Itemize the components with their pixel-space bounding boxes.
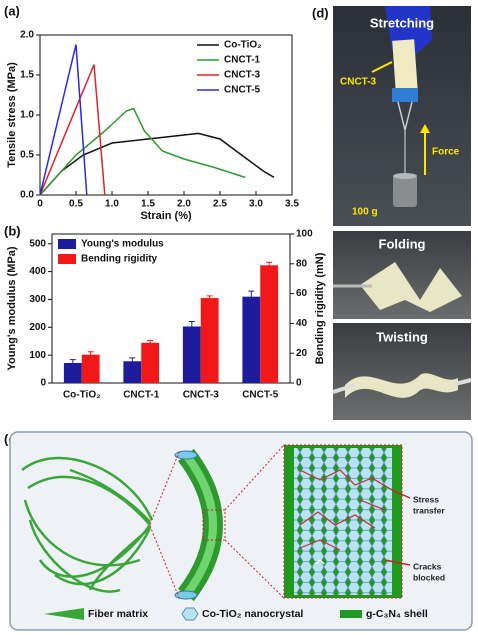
- y-tick-label: 100: [296, 229, 313, 240]
- legend-label: Young's modulus: [81, 239, 164, 250]
- legend-swatch: [58, 254, 76, 264]
- photo-twisting: Twisting: [332, 323, 472, 420]
- x-tick-label: 3.0: [249, 199, 263, 210]
- x-tick-label: 0: [37, 199, 43, 210]
- x-tick-label: 1.0: [105, 199, 119, 210]
- photo-label: Twisting: [376, 329, 428, 344]
- data-line: [39, 64, 106, 196]
- data-line: [39, 107, 246, 196]
- y-tick-label: 2.0: [20, 30, 34, 41]
- y-tick-label: 20: [296, 348, 308, 359]
- bar: [81, 354, 100, 383]
- panel-label: (d): [312, 5, 329, 20]
- legend-label: Bending rigidity: [81, 254, 158, 265]
- error-bar: [69, 359, 76, 367]
- y-tick-label: 0.5: [20, 150, 34, 161]
- x-tick-label: 0.5: [69, 199, 83, 210]
- callout: Stress: [413, 494, 439, 504]
- y-tick-label: 40: [296, 318, 308, 329]
- y-tick-label: 1.5: [20, 70, 34, 81]
- photo-folding: Folding: [333, 231, 471, 319]
- error-bar: [266, 261, 273, 269]
- y-axis-label: Young's modulus (MPa): [6, 246, 18, 370]
- legend-label: g-C₃N₄ shell: [366, 608, 428, 620]
- bar: [123, 361, 142, 383]
- error-bar: [188, 320, 195, 332]
- panel-label: (a): [4, 3, 20, 18]
- error-bar: [248, 290, 255, 303]
- x-tick-label: 2.5: [213, 199, 227, 210]
- annotation: Force: [432, 147, 460, 158]
- data-line: [39, 132, 275, 196]
- legend-label: CNCT-1: [224, 55, 261, 66]
- x-tick-label: Co-TiO₂: [63, 390, 101, 401]
- y-tick-label: 0: [296, 378, 302, 389]
- x-tick-label: CNCT-5: [242, 390, 279, 401]
- bar: [200, 298, 219, 383]
- y-tick-label: 0.0: [20, 190, 34, 201]
- y-tick-label: 60: [296, 288, 308, 299]
- bar: [182, 326, 201, 383]
- legend-swatch: [58, 239, 76, 249]
- plot-frame: [51, 233, 291, 384]
- y-tick-label: 400: [29, 266, 46, 277]
- callout: transfer: [413, 505, 445, 515]
- legend-label: Co-TiO₂ nanocrystal: [202, 608, 303, 620]
- y-tick-label: 0: [40, 378, 46, 389]
- bar: [63, 362, 82, 383]
- x-tick-label: 1.5: [141, 199, 155, 210]
- panel-label: (b): [4, 223, 21, 238]
- y-tick-label: 200: [29, 322, 46, 333]
- legend-label: CNCT-5: [224, 85, 261, 96]
- y-tick-label: 1.0: [20, 110, 34, 121]
- photo-label: Folding: [379, 236, 426, 251]
- y-tick-label: 100: [29, 350, 46, 361]
- y-tick-label: 500: [29, 238, 46, 249]
- y-tick-label: 300: [29, 294, 46, 305]
- legend-label: Co-TiO₂: [224, 40, 262, 51]
- legend-label: Fiber matrix: [88, 608, 148, 620]
- y-axis-label: Tensile stress (MPa): [6, 62, 18, 168]
- x-tick-label: 2.0: [177, 199, 191, 210]
- photo-stretching: Stretching CNCT-3 Force 100 g: [333, 6, 471, 226]
- callout: blocked: [413, 572, 445, 582]
- photo-label: Stretching: [370, 15, 434, 30]
- x-axis-label: Strain (%): [140, 210, 192, 222]
- annotation: 100 g: [352, 207, 378, 218]
- x-tick-label: CNCT-3: [183, 390, 220, 401]
- bar: [260, 265, 279, 383]
- error-bar: [206, 295, 213, 301]
- x-tick-label: CNCT-1: [123, 390, 160, 401]
- x-tick-label: 3.5: [285, 199, 299, 210]
- bar: [141, 342, 160, 383]
- bar: [242, 296, 261, 383]
- legend-label: CNCT-3: [224, 70, 261, 81]
- y2-axis-label: Bending rigidity (mN): [314, 252, 326, 364]
- error-bar: [147, 340, 154, 346]
- data-line: [39, 44, 88, 196]
- diagram: Stress transfer Cracks blocked Fiber mat…: [9, 431, 473, 631]
- callout: Cracks: [413, 561, 442, 571]
- error-bar: [87, 351, 94, 359]
- y-tick-label: 80: [296, 258, 308, 269]
- error-bar: [129, 357, 136, 366]
- annotation: CNCT-3: [340, 77, 377, 88]
